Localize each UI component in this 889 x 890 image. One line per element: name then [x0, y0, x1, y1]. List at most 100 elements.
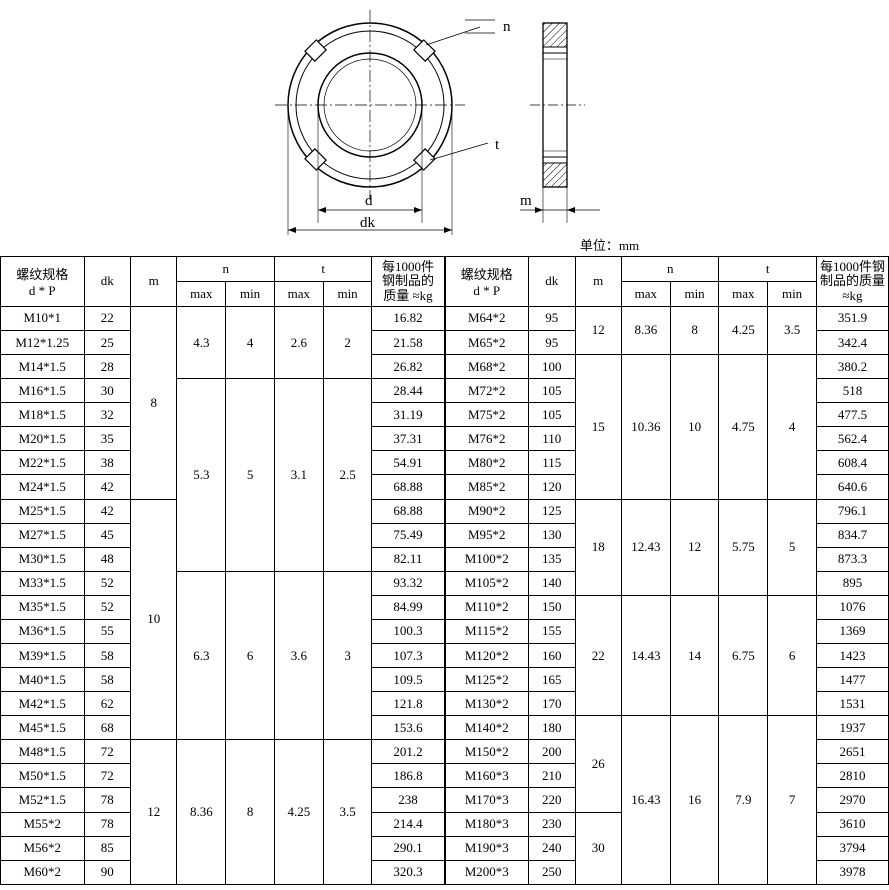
- cell-spec: M110*2: [445, 595, 529, 619]
- table-row: M16*1.5305.353.12.528.44: [1, 379, 445, 403]
- cell-weight: 380.2: [816, 355, 888, 379]
- cell-spec: M68*2: [445, 355, 529, 379]
- cell-spec: M12*1.25: [1, 330, 85, 354]
- cell-spec: M42*1.5: [1, 692, 85, 716]
- cell-dk: 150: [529, 595, 575, 619]
- cell-m: 18: [575, 499, 621, 595]
- hdr-n: n: [621, 257, 719, 282]
- cell-spec: M40*1.5: [1, 668, 85, 692]
- cell-weight: 16.82: [372, 306, 444, 330]
- label-dk: dk: [360, 215, 376, 231]
- cell-spec: M64*2: [445, 306, 529, 330]
- cell-spec: M65*2: [445, 330, 529, 354]
- cell-t_max: 3.1: [274, 379, 323, 572]
- label-d: d: [365, 193, 373, 209]
- cell-dk: 42: [84, 475, 130, 499]
- cell-weight: 21.58: [372, 330, 444, 354]
- cell-n_min: 8: [226, 740, 275, 884]
- cell-spec: M22*1.5: [1, 451, 85, 475]
- table-row: M90*21251812.43125.755796.1: [445, 499, 889, 523]
- cell-weight: 37.31: [372, 427, 444, 451]
- cell-n_min: 4: [226, 306, 275, 378]
- cell-dk: 130: [529, 523, 575, 547]
- cell-dk: 58: [84, 643, 130, 667]
- cell-weight: 214.4: [372, 812, 444, 836]
- cell-n_max: 14.43: [621, 595, 670, 715]
- cell-spec: M100*2: [445, 547, 529, 571]
- cell-weight: 82.11: [372, 547, 444, 571]
- cell-spec: M36*1.5: [1, 619, 85, 643]
- cell-m: 10: [131, 499, 177, 740]
- hdr-n-min: min: [670, 281, 719, 306]
- cell-t_min: 4: [768, 355, 817, 499]
- cell-weight: 54.91: [372, 451, 444, 475]
- cell-t_max: 5.75: [719, 499, 768, 595]
- cell-dk: 135: [529, 547, 575, 571]
- cell-dk: 125: [529, 499, 575, 523]
- cell-n_min: 12: [670, 499, 719, 595]
- cell-dk: 100: [529, 355, 575, 379]
- hdr-t-min: min: [768, 281, 817, 306]
- table-row: M140*21802616.43167.971937: [445, 716, 889, 740]
- cell-weight: 68.88: [372, 499, 444, 523]
- cell-dk: 38: [84, 451, 130, 475]
- cell-n_max: 10.36: [621, 355, 670, 499]
- cell-dk: 180: [529, 716, 575, 740]
- cell-dk: 120: [529, 475, 575, 499]
- cell-weight: 2810: [816, 764, 888, 788]
- cell-m: 30: [575, 812, 621, 884]
- cell-dk: 25: [84, 330, 130, 354]
- cell-dk: 160: [529, 643, 575, 667]
- hdr-t-max: max: [274, 281, 323, 306]
- cell-weight: 873.3: [816, 547, 888, 571]
- cell-t_max: 4.75: [719, 355, 768, 499]
- hdr-t: t: [274, 257, 372, 282]
- cell-dk: 115: [529, 451, 575, 475]
- spec-table-left: 螺纹规格d * Pdkmnt每1000件钢制品的质量 ≈kgmaxminmaxm…: [0, 256, 445, 885]
- cell-t_min: 3: [323, 571, 372, 740]
- cell-dk: 45: [84, 523, 130, 547]
- cell-weight: 100.3: [372, 619, 444, 643]
- cell-weight: 2970: [816, 788, 888, 812]
- cell-dk: 105: [529, 403, 575, 427]
- cell-spec: M75*2: [445, 403, 529, 427]
- cell-spec: M60*2: [1, 860, 85, 884]
- cell-weight: 1531: [816, 692, 888, 716]
- hdr-t: t: [719, 257, 817, 282]
- cell-dk: 58: [84, 668, 130, 692]
- cell-dk: 48: [84, 547, 130, 571]
- cell-spec: M35*1.5: [1, 595, 85, 619]
- cell-weight: 290.1: [372, 836, 444, 860]
- cell-spec: M52*1.5: [1, 788, 85, 812]
- cell-weight: 562.4: [816, 427, 888, 451]
- cell-spec: M180*3: [445, 812, 529, 836]
- cell-spec: M95*2: [445, 523, 529, 547]
- cell-dk: 30: [84, 379, 130, 403]
- cell-dk: 42: [84, 499, 130, 523]
- cell-dk: 55: [84, 619, 130, 643]
- cell-dk: 28: [84, 355, 130, 379]
- cell-dk: 105: [529, 379, 575, 403]
- hdr-dk: dk: [84, 257, 130, 307]
- cell-spec: M90*2: [445, 499, 529, 523]
- hdr-n-min: min: [226, 281, 275, 306]
- cell-dk: 90: [84, 860, 130, 884]
- cell-t_max: 3.6: [274, 571, 323, 740]
- table-row: M64*295128.3684.253.5351.9: [445, 306, 889, 330]
- cell-m: 26: [575, 716, 621, 812]
- label-t: t: [495, 137, 500, 153]
- cell-n_min: 14: [670, 595, 719, 715]
- cell-weight: 31.19: [372, 403, 444, 427]
- cell-weight: 2651: [816, 740, 888, 764]
- cell-n_max: 8.36: [621, 306, 670, 354]
- hdr-n-max: max: [177, 281, 226, 306]
- cell-weight: 93.32: [372, 571, 444, 595]
- cell-n_max: 6.3: [177, 571, 226, 740]
- cell-t_min: 3.5: [323, 740, 372, 884]
- cell-n_min: 6: [226, 571, 275, 740]
- hdr-n-max: max: [621, 281, 670, 306]
- cell-dk: 220: [529, 788, 575, 812]
- cell-dk: 95: [529, 306, 575, 330]
- cell-dk: 78: [84, 788, 130, 812]
- cell-dk: 210: [529, 764, 575, 788]
